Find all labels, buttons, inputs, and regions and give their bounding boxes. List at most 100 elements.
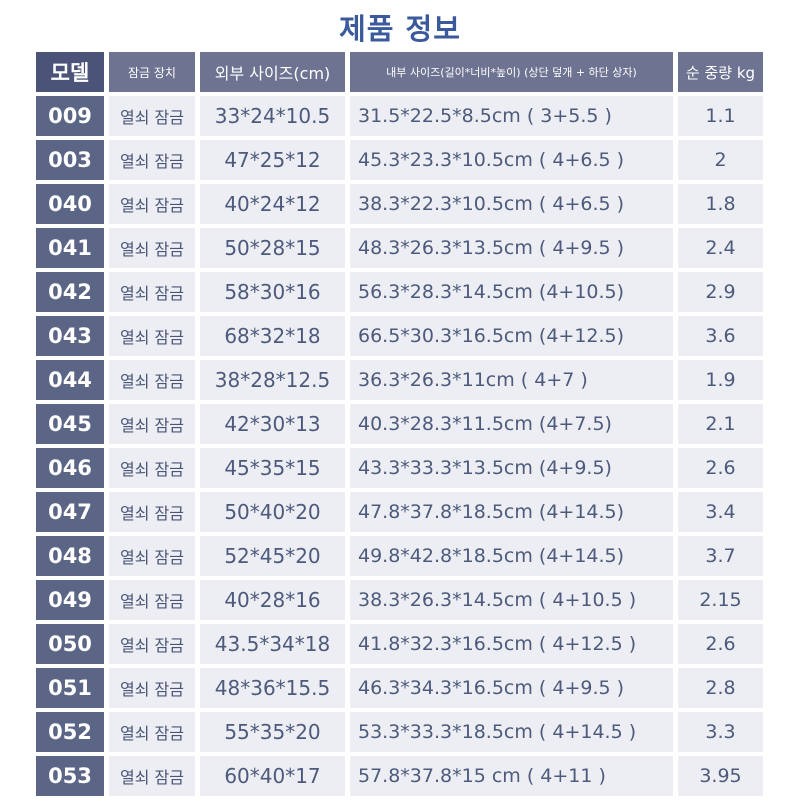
- table-row: 047 열쇠 잠금 50*40*20 47.8*37.8*18.5cm (4+14.5…: [36, 492, 766, 532]
- header-inner-size: 내부 사이즈(길이*너비*높이) (상단 덮개 + 하단 상자): [350, 52, 673, 92]
- net-weight-cell: 2.8: [678, 668, 763, 708]
- inner-size-cell: 36.3*26.3*11cm ( 4+7 ): [350, 360, 673, 400]
- outer-size-cell: 55*35*20: [200, 712, 345, 752]
- inner-size-cell: 57.8*37.8*15 cm ( 4+11 ): [350, 756, 673, 796]
- page-title: 제품 정보: [339, 12, 461, 46]
- table-row: 052 열쇠 잠금 55*35*20 53.3*33.3*18.5cm ( 4+14.…: [36, 712, 766, 752]
- product-spec-table: 모델 잠금 장치 외부 사이즈(cm) 내부 사이즈(길이*너비*높이) (상단…: [36, 52, 766, 800]
- outer-size-cell: 58*30*16: [200, 272, 345, 312]
- outer-size-cell: 40*24*12: [200, 184, 345, 224]
- inner-size-cell: 49.8*42.8*18.5cm (4+14.5): [350, 536, 673, 576]
- lock-cell: 열쇠 잠금: [109, 492, 195, 532]
- table-row: 041 열쇠 잠금 50*28*15 48.3*26.3*13.5cm ( 4+9.5…: [36, 228, 766, 268]
- net-weight-cell: 2.6: [678, 624, 763, 664]
- outer-size-cell: 68*32*18: [200, 316, 345, 356]
- model-cell: 053: [36, 756, 104, 796]
- lock-cell: 열쇠 잠금: [109, 96, 195, 136]
- inner-size-cell: 41.8*32.3*16.5cm ( 4+12.5 ): [350, 624, 673, 664]
- lock-cell: 열쇠 잠금: [109, 756, 195, 796]
- outer-size-cell: 50*28*15: [200, 228, 345, 268]
- net-weight-cell: 2.9: [678, 272, 763, 312]
- net-weight-cell: 3.7: [678, 536, 763, 576]
- inner-size-cell: 40.3*28.3*11.5cm (4+7.5): [350, 404, 673, 444]
- net-weight-cell: 3.6: [678, 316, 763, 356]
- model-cell: 049: [36, 580, 104, 620]
- lock-cell: 열쇠 잠금: [109, 316, 195, 356]
- net-weight-cell: 2.6: [678, 448, 763, 488]
- lock-cell: 열쇠 잠금: [109, 140, 195, 180]
- net-weight-cell: 2.15: [678, 580, 763, 620]
- model-cell: 042: [36, 272, 104, 312]
- net-weight-cell: 3.4: [678, 492, 763, 532]
- net-weight-cell: 2.1: [678, 404, 763, 444]
- outer-size-cell: 48*36*15.5: [200, 668, 345, 708]
- table-row: 045 열쇠 잠금 42*30*13 40.3*28.3*11.5cm (4+7.5)…: [36, 404, 766, 444]
- table-row: 049 열쇠 잠금 40*28*16 38.3*26.3*14.5cm ( 4+10.…: [36, 580, 766, 620]
- outer-size-cell: 38*28*12.5: [200, 360, 345, 400]
- inner-size-cell: 31.5*22.5*8.5cm ( 3+5.5 ): [350, 96, 673, 136]
- model-cell: 048: [36, 536, 104, 576]
- header-lock: 잠금 장치: [109, 52, 195, 92]
- table-row: 048 열쇠 잠금 52*45*20 49.8*42.8*18.5cm (4+14.5…: [36, 536, 766, 576]
- table-row: 044 열쇠 잠금 38*28*12.5 36.3*26.3*11cm ( 4+7 )…: [36, 360, 766, 400]
- model-cell: 040: [36, 184, 104, 224]
- model-cell: 043: [36, 316, 104, 356]
- outer-size-cell: 40*28*16: [200, 580, 345, 620]
- outer-size-cell: 60*40*17: [200, 756, 345, 796]
- header-outer-size: 외부 사이즈(cm): [200, 52, 345, 92]
- outer-size-cell: 52*45*20: [200, 536, 345, 576]
- model-cell: 050: [36, 624, 104, 664]
- model-cell: 041: [36, 228, 104, 268]
- net-weight-cell: 1.8: [678, 184, 763, 224]
- outer-size-cell: 47*25*12: [200, 140, 345, 180]
- table-body: 009 열쇠 잠금 33*24*10.5 31.5*22.5*8.5cm ( 3+5.…: [36, 96, 766, 796]
- lock-cell: 열쇠 잠금: [109, 360, 195, 400]
- lock-cell: 열쇠 잠금: [109, 404, 195, 444]
- outer-size-cell: 33*24*10.5: [200, 96, 345, 136]
- model-cell: 047: [36, 492, 104, 532]
- lock-cell: 열쇠 잠금: [109, 228, 195, 268]
- net-weight-cell: 2: [678, 140, 763, 180]
- net-weight-cell: 3.95: [678, 756, 763, 796]
- inner-size-cell: 53.3*33.3*18.5cm ( 4+14.5 ): [350, 712, 673, 752]
- lock-cell: 열쇠 잠금: [109, 184, 195, 224]
- lock-cell: 열쇠 잠금: [109, 668, 195, 708]
- outer-size-cell: 43.5*34*18: [200, 624, 345, 664]
- net-weight-cell: 1.1: [678, 96, 763, 136]
- net-weight-cell: 2.4: [678, 228, 763, 268]
- table-row: 040 열쇠 잠금 40*24*12 38.3*22.3*10.5cm ( 4+6.5…: [36, 184, 766, 224]
- lock-cell: 열쇠 잠금: [109, 272, 195, 312]
- table-row: 053 열쇠 잠금 60*40*17 57.8*37.8*15 cm ( 4+11 )…: [36, 756, 766, 796]
- model-cell: 045: [36, 404, 104, 444]
- inner-size-cell: 46.3*34.3*16.5cm ( 4+9.5 ): [350, 668, 673, 708]
- inner-size-cell: 66.5*30.3*16.5cm (4+12.5): [350, 316, 673, 356]
- net-weight-cell: 1.9: [678, 360, 763, 400]
- table-row: 050 열쇠 잠금 43.5*34*18 41.8*32.3*16.5cm ( 4+1…: [36, 624, 766, 664]
- model-cell: 009: [36, 96, 104, 136]
- inner-size-cell: 47.8*37.8*18.5cm (4+14.5): [350, 492, 673, 532]
- model-cell: 044: [36, 360, 104, 400]
- inner-size-cell: 38.3*26.3*14.5cm ( 4+10.5 ): [350, 580, 673, 620]
- lock-cell: 열쇠 잠금: [109, 448, 195, 488]
- inner-size-cell: 38.3*22.3*10.5cm ( 4+6.5 ): [350, 184, 673, 224]
- model-cell: 046: [36, 448, 104, 488]
- net-weight-cell: 3.3: [678, 712, 763, 752]
- outer-size-cell: 50*40*20: [200, 492, 345, 532]
- table-header-row: 모델 잠금 장치 외부 사이즈(cm) 내부 사이즈(길이*너비*높이) (상단…: [36, 52, 766, 92]
- table-row: 051 열쇠 잠금 48*36*15.5 46.3*34.3*16.5cm ( 4+9…: [36, 668, 766, 708]
- table-row: 043 열쇠 잠금 68*32*18 66.5*30.3*16.5cm (4+12.5…: [36, 316, 766, 356]
- outer-size-cell: 45*35*15: [200, 448, 345, 488]
- lock-cell: 열쇠 잠금: [109, 580, 195, 620]
- inner-size-cell: 45.3*23.3*10.5cm ( 4+6.5 ): [350, 140, 673, 180]
- model-cell: 051: [36, 668, 104, 708]
- table-row: 046 열쇠 잠금 45*35*15 43.3*33.3*13.5cm (4+9.5)…: [36, 448, 766, 488]
- table-row: 042 열쇠 잠금 58*30*16 56.3*28.3*14.5cm (4+10.5…: [36, 272, 766, 312]
- table-row: 003 열쇠 잠금 47*25*12 45.3*23.3*10.5cm ( 4+6.5…: [36, 140, 766, 180]
- inner-size-cell: 48.3*26.3*13.5cm ( 4+9.5 ): [350, 228, 673, 268]
- inner-size-cell: 43.3*33.3*13.5cm (4+9.5): [350, 448, 673, 488]
- lock-cell: 열쇠 잠금: [109, 624, 195, 664]
- header-net-weight: 순 중량 kg: [678, 52, 763, 92]
- model-cell: 003: [36, 140, 104, 180]
- outer-size-cell: 42*30*13: [200, 404, 345, 444]
- inner-size-cell: 56.3*28.3*14.5cm (4+10.5): [350, 272, 673, 312]
